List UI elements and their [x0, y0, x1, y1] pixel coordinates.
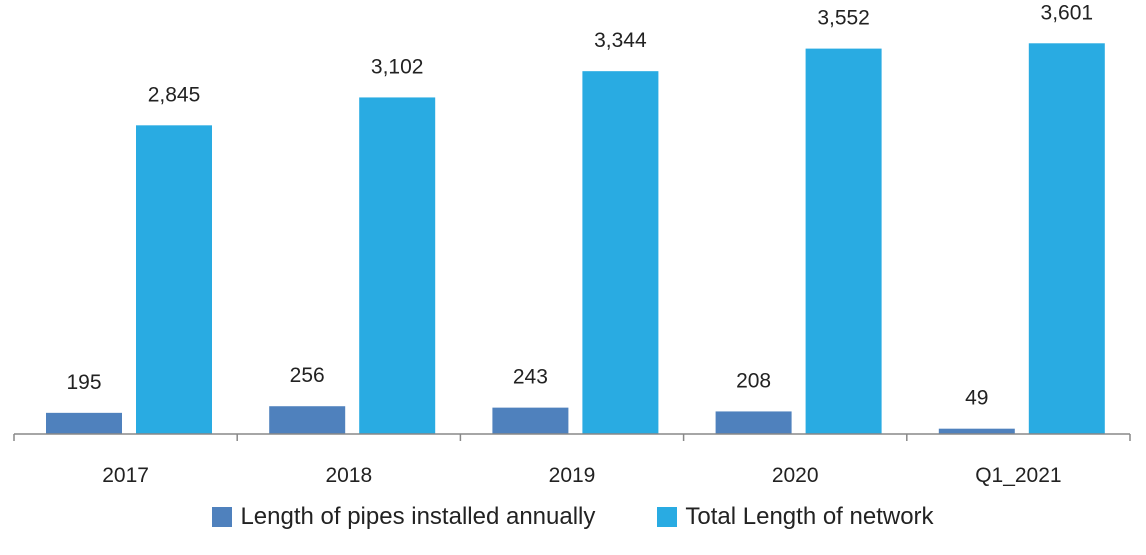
bar-total-1 [359, 97, 436, 435]
legend: Length of pipes installed annually Total… [0, 503, 1146, 531]
value-label-total-2: 3,344 [594, 29, 647, 52]
bar-annual-1 [269, 406, 346, 434]
legend-item-annual: Length of pipes installed annually [212, 503, 595, 531]
value-label-total-0: 2,845 [148, 83, 201, 106]
legend-item-total: Total Length of network [657, 503, 934, 531]
bar-annual-0 [46, 412, 122, 434]
legend-swatch-annual [212, 507, 233, 527]
bar-annual-3 [715, 411, 792, 434]
bar-total-2 [582, 71, 659, 435]
bar-annual-4 [938, 428, 1015, 434]
x-tick-label-2: 2019 [549, 464, 596, 487]
x-tick-label-4: Q1_2021 [975, 464, 1061, 487]
x-tick-label-3: 2020 [772, 464, 819, 487]
value-label-annual-1: 256 [290, 364, 325, 387]
x-tick-label-0: 2017 [102, 464, 149, 487]
value-labels-layer: 195 2,845 256 3,102 243 3,344 208 3,552 49 3,601 [66, 1, 1093, 409]
bar-total-3 [805, 48, 882, 434]
bar-total-0 [136, 125, 212, 434]
bars-layer [46, 43, 1105, 435]
bar-total-4 [1028, 43, 1105, 434]
bar-chart: 1952,8452563,1022433,3442083,552493,601 … [13, 1, 1131, 487]
value-label-total-3: 3,552 [817, 7, 870, 30]
legend-label-total: Total Length of network [685, 503, 934, 530]
x-tick-label-1: 2018 [325, 464, 372, 487]
x-axis: 2017 2018 2019 2020 Q1_2021 [13, 433, 1131, 487]
legend-swatch-total [657, 507, 678, 527]
value-label-total-4: 3,601 [1041, 1, 1094, 24]
legend-label-annual: Length of pipes installed annually [240, 503, 596, 530]
value-label-annual-2: 243 [513, 366, 548, 389]
value-label-annual-4: 49 [965, 387, 988, 410]
bar-annual-2 [492, 407, 569, 434]
value-label-annual-3: 208 [736, 369, 771, 392]
value-label-annual-0: 195 [66, 371, 101, 394]
value-label-total-1: 3,102 [371, 55, 424, 78]
